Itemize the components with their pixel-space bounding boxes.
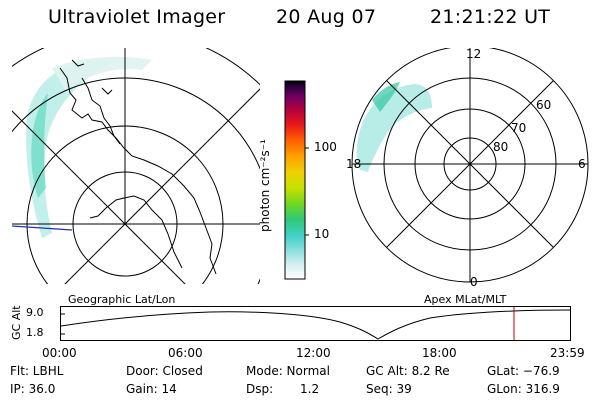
coastline-peninsula [81,77,121,145]
apex-panel-label: Apex MLat/MLT [424,293,507,306]
coastline-islands [71,59,113,95]
altitude-xtick-2359: 23:59 [550,346,585,360]
colorbar [284,80,309,280]
mlat-label-70: 70 [511,121,527,135]
info-filter: Flt: LBHL [10,364,64,378]
altitude-xtick-0000: 00:00 [42,346,77,360]
info-glon: GLon: 316.9 [487,382,560,396]
info-gc-alt: GC Alt: 8.2 Re [366,364,450,378]
coastline [59,67,217,275]
aurora-oval-core [372,82,400,112]
aurora-emission-core [31,93,48,198]
observation-time: 21:21:22 UT [430,6,551,28]
colorbar-tick-100: 100 [314,140,337,154]
altitude-ylabel: GC Alt [10,305,23,340]
geographic-panel-label: Geographic Lat/Lon [68,293,176,306]
mlt-label-0: 0 [470,275,478,289]
altitude-xtick-1800: 18:00 [422,346,457,360]
info-dsp-label: Dsp: [246,382,274,396]
altitude-curve [60,309,571,340]
apex-polar-plot [351,48,589,283]
altitude-xtick-0600: 06:00 [168,346,203,360]
info-mode: Mode: Normal [246,364,330,378]
altitude-xtick-1200: 12:00 [296,346,331,360]
mlat-label-80: 80 [493,140,509,154]
mlt-label-6: 6 [578,157,586,171]
colorbar-unit-label: photon cm⁻²s⁻¹ [258,139,272,232]
info-glat: GLat: −76.9 [487,364,560,378]
altitude-ytick-high: 9.0 [26,306,44,319]
instrument-title: Ultraviolet Imager [48,6,226,28]
aurora-oval [356,84,432,172]
info-gain: Gain: 14 [126,382,177,396]
altitude-plot [60,306,571,341]
info-dsp-value: 1.2 [300,382,320,396]
aurora-emission [26,58,122,238]
mlt-label-12: 12 [466,47,482,61]
geographic-map [12,48,260,284]
mlt-label-18: 18 [346,157,362,171]
altitude-ytick-low: 1.8 [26,326,44,339]
info-door: Door: Closed [126,364,203,378]
info-seq: Seq: 39 [366,382,412,396]
observation-date: 20 Aug 07 [276,6,377,28]
mlat-label-60: 60 [536,98,552,112]
aurora-emission-outer [52,56,152,93]
colorbar-tick-10: 10 [314,227,330,241]
coastline-south [89,195,183,269]
info-ip: IP: 36.0 [10,382,56,396]
